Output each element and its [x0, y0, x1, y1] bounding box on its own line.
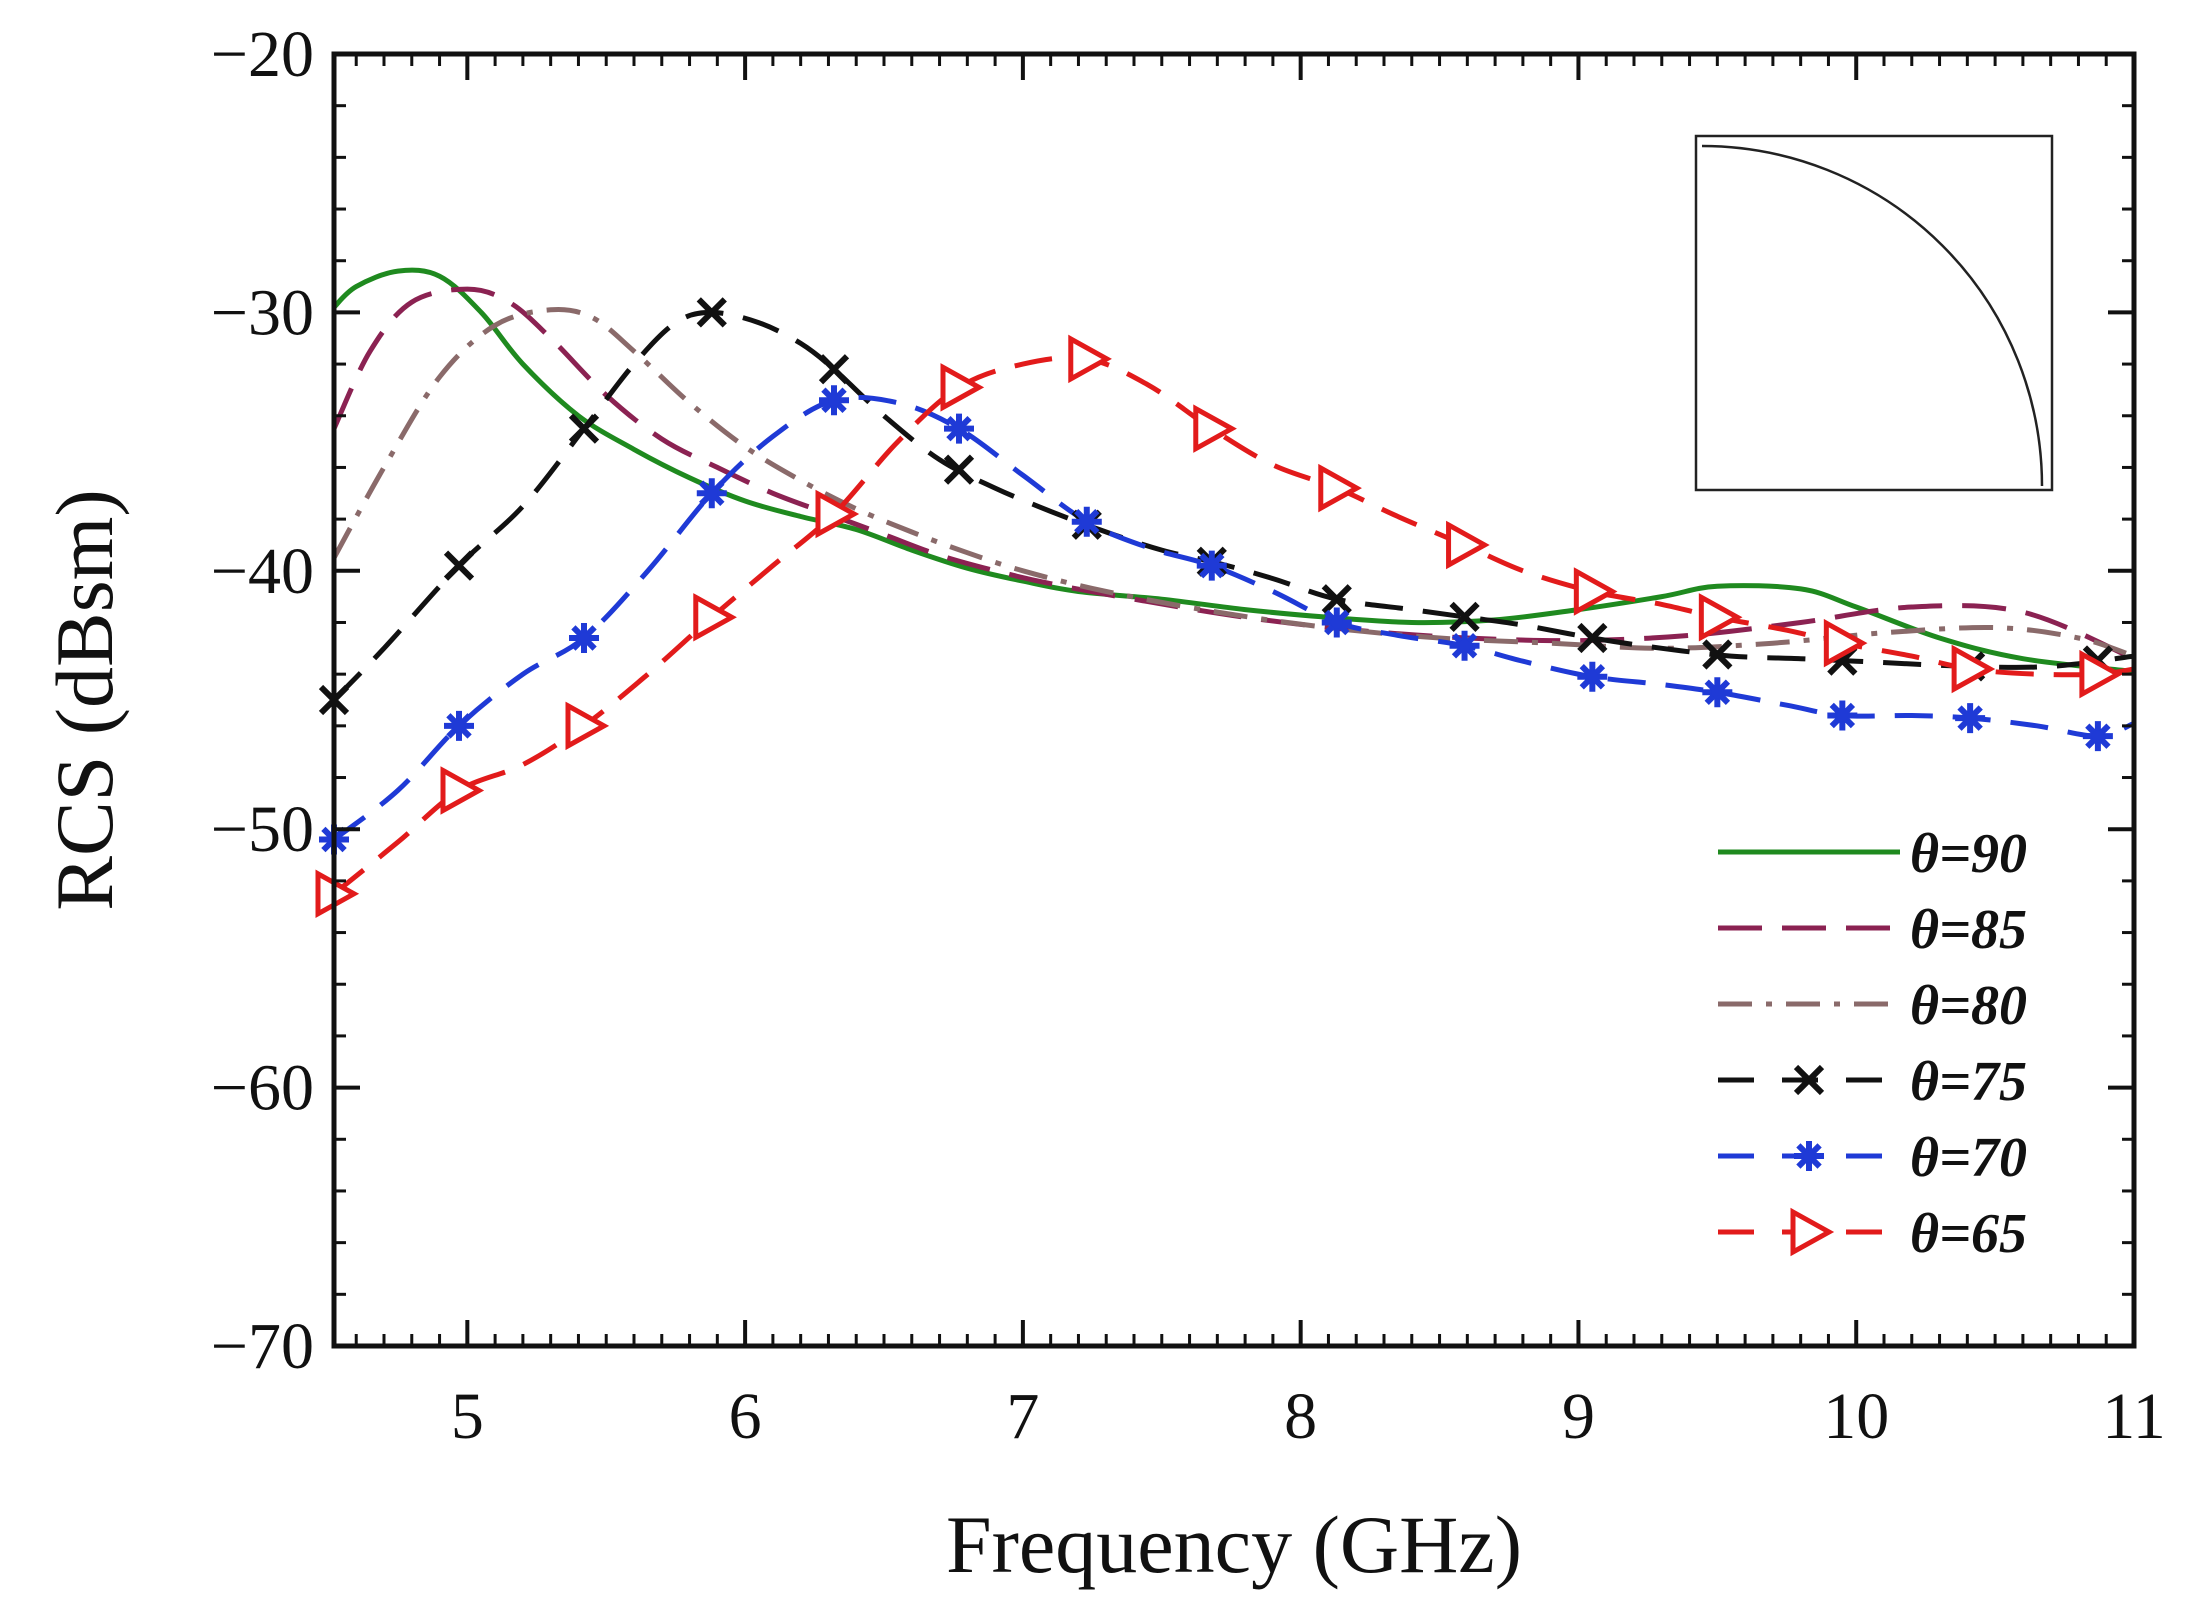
legend-item: θ=80: [1718, 975, 2027, 1037]
series-markers: [315, 297, 2124, 919]
legend-marker: [1793, 1064, 1825, 1096]
series-marker: [696, 297, 727, 328]
x-tick-label: 6: [729, 1380, 762, 1453]
plot-frame: [331, 51, 2137, 1349]
y-tick-label: −40: [211, 535, 314, 608]
series-marker: [1702, 639, 1733, 670]
series-marker: [940, 363, 985, 412]
series-marker: [1449, 630, 1480, 661]
series-marker: [1577, 622, 1608, 654]
series-marker: [1823, 618, 1868, 668]
series-marker: [1321, 584, 1352, 615]
x-tick-label: 8: [1284, 1380, 1317, 1453]
inset-frame: [1694, 134, 2054, 492]
y-tick-label: −50: [211, 793, 314, 866]
legend-label: θ=80: [1910, 975, 2027, 1037]
series-marker: [1827, 700, 1858, 731]
series-line: [334, 286, 2134, 662]
axis-ticks: [334, 52, 2136, 1348]
y-tick-labels: −20 −30 −40 −50 −60 −70: [211, 18, 314, 1383]
legend-label: θ=90: [1910, 823, 2027, 885]
x-tick-label: 5: [451, 1380, 484, 1453]
x-tick-label: 7: [1006, 1380, 1039, 1453]
series-marker: [440, 766, 485, 815]
series-marker: [565, 701, 610, 751]
series-marker: [444, 710, 474, 741]
series-marker: [1068, 334, 1112, 384]
legend-label: θ=70: [1910, 1127, 2027, 1189]
legend-item: θ=85: [1718, 899, 2027, 961]
series-marker: [696, 478, 727, 509]
series-marker: [819, 385, 849, 416]
series-marker: [2079, 649, 2124, 699]
x-tick-label: 11: [2102, 1380, 2166, 1453]
series-marker: [693, 593, 737, 642]
x-tick-labels: 5 6 7 8 9 10 11: [451, 1380, 2166, 1453]
series-marker: [815, 489, 860, 539]
inset-arc-profile: [1694, 134, 2054, 492]
legend-item: θ=70: [1718, 1127, 2027, 1189]
series-marker: [1702, 677, 1733, 708]
series-marker: [1071, 506, 1102, 537]
series-marker: [1446, 520, 1490, 570]
y-axis-title: RCS (dBsm): [39, 489, 130, 911]
series-marker: [443, 550, 475, 581]
series-line: [334, 309, 2134, 702]
y-tick-label: −20: [211, 18, 314, 91]
x-tick-label: 10: [1823, 1380, 1889, 1453]
x-axis-title: Frequency (GHz): [946, 1499, 1522, 1590]
legend-marker: [1790, 1207, 1835, 1257]
series-marker: [1196, 550, 1227, 581]
legend-item: θ=75: [1718, 1051, 2027, 1113]
series-marker: [1955, 703, 1986, 734]
series-marker: [944, 413, 974, 444]
series-marker: [2082, 721, 2113, 752]
y-tick-label: −30: [211, 276, 314, 349]
series-marker: [1573, 567, 1618, 616]
legend-label: θ=65: [1910, 1203, 2027, 1265]
series-marker: [1321, 607, 1352, 638]
series-marker: [1449, 601, 1480, 633]
series-marker: [1951, 644, 1996, 694]
y-tick-label: −70: [211, 1310, 314, 1383]
legend-item: θ=90: [1718, 823, 2027, 885]
legend: θ=90 θ=85 θ=80 θ=75 θ=70 θ=65: [1718, 823, 2027, 1265]
y-tick-label: −60: [211, 1052, 314, 1125]
legend-label: θ=75: [1910, 1051, 2027, 1113]
series-marker: [818, 354, 850, 385]
inset-arc: [1701, 144, 2044, 487]
series-marker: [1577, 661, 1608, 692]
series-marker: [943, 454, 975, 485]
legend-item: θ=65: [1718, 1203, 2027, 1265]
series-marker: [568, 413, 600, 444]
series-marker: [569, 622, 599, 653]
series-marker: [1318, 463, 1362, 513]
series-marker: [1698, 593, 1743, 642]
legend-marker: [1794, 1141, 1824, 1171]
series-line: [334, 306, 2134, 659]
series-marker: [1193, 404, 1237, 453]
x-tick-label: 9: [1562, 1380, 1595, 1453]
legend-label: θ=85: [1910, 899, 2027, 961]
